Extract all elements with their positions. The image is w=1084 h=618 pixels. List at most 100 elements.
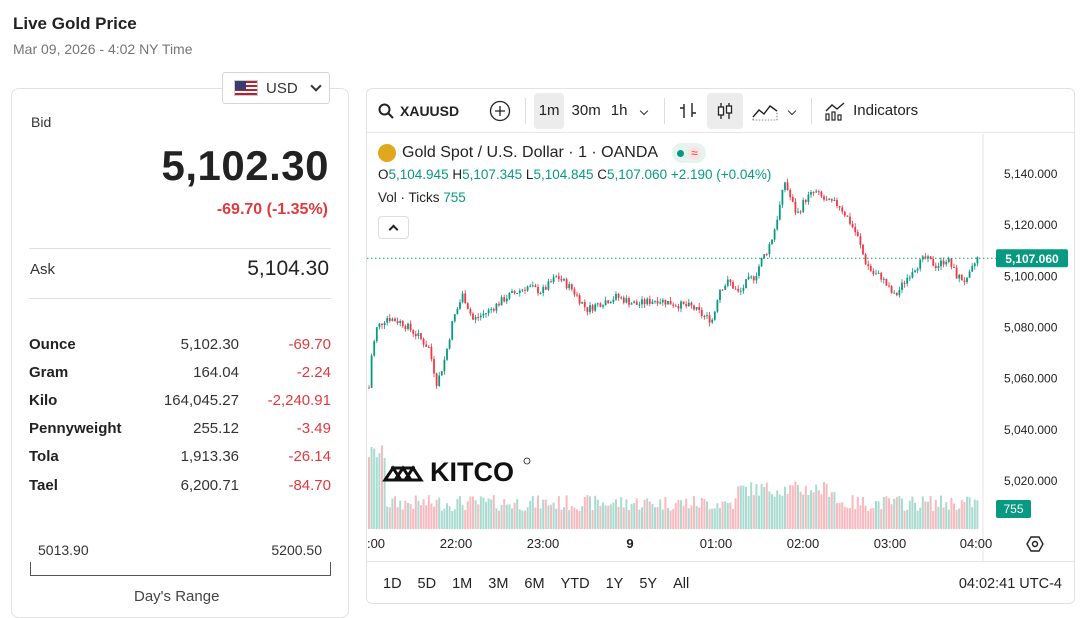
candle-body	[734, 288, 737, 290]
candle-body	[524, 289, 526, 291]
volume-bar	[409, 503, 412, 529]
range-1m[interactable]: 1M	[452, 575, 473, 592]
volume-bar	[799, 491, 802, 529]
candle-body	[394, 318, 396, 322]
candle-body	[555, 276, 558, 278]
volume-bar	[721, 501, 724, 529]
volume-bar	[430, 503, 433, 529]
volume-bar	[560, 509, 563, 529]
volume-bar	[643, 499, 646, 529]
candle-body	[849, 216, 851, 224]
candle-body	[875, 273, 877, 275]
candle-body	[690, 302, 693, 306]
candle-body	[378, 323, 381, 328]
x-tick-label: 03:00	[874, 536, 907, 551]
candles-chart-type-button[interactable]	[707, 92, 744, 129]
candle-body	[906, 277, 909, 284]
candle-body	[578, 295, 581, 304]
candle-body	[448, 339, 451, 349]
candle-body	[752, 276, 755, 281]
currency-select[interactable]: USD	[222, 72, 330, 104]
collapse-legend-button[interactable]	[378, 216, 409, 239]
candle-body	[420, 333, 422, 339]
volume-bar	[895, 497, 898, 529]
area-chart-type-button[interactable]	[749, 93, 781, 129]
volume-bar	[477, 504, 480, 529]
candle-body	[485, 313, 487, 315]
volume-bar	[901, 498, 903, 529]
volume-bar	[797, 484, 799, 529]
volume-bar	[778, 494, 781, 529]
range-6m[interactable]: 6M	[524, 575, 545, 592]
volume-bar	[547, 505, 550, 529]
candle-body	[477, 317, 480, 319]
candle-body	[700, 310, 703, 317]
range-ytd[interactable]: YTD	[560, 575, 590, 592]
y-tick-label: 5,020.000	[1004, 474, 1058, 488]
candle-body	[794, 201, 797, 213]
unit-price-table: Ounce 5,102.30 -69.70 Gram 164.04 -2.24 …	[29, 330, 331, 499]
interval-1h[interactable]: 1h	[610, 102, 628, 119]
volume-bar	[838, 503, 841, 529]
candle-body	[742, 288, 745, 291]
candle-body	[495, 303, 498, 311]
unit-change: -2,240.91	[267, 391, 331, 409]
unit-row-kilo: Kilo 164,045.27 -2,240.91	[29, 386, 331, 414]
interval-1m[interactable]: 1m	[534, 92, 565, 129]
volume-bar	[706, 501, 708, 529]
volume-bar	[711, 508, 714, 529]
volume-bar	[659, 499, 662, 529]
range-1y[interactable]: 1Y	[605, 575, 624, 592]
range-3m[interactable]: 3M	[488, 575, 509, 592]
volume-bar	[794, 481, 797, 529]
candle-body	[414, 333, 417, 337]
range-1d[interactable]: 1D	[383, 575, 402, 592]
volume-bar	[628, 509, 630, 529]
candle-body	[869, 265, 872, 271]
candle-body	[716, 300, 719, 312]
gear-icon	[1026, 536, 1044, 552]
symbol-search[interactable]: XAUUSD	[378, 103, 459, 119]
market-status-badge[interactable]: ≈	[672, 143, 706, 163]
volume-bar	[672, 509, 675, 529]
volume-bar	[578, 510, 581, 529]
range-5d[interactable]: 5D	[417, 575, 437, 592]
market-open-dot-icon	[677, 149, 685, 157]
range-5y[interactable]: 5Y	[639, 575, 658, 592]
candle-body	[388, 317, 391, 321]
volume-bar	[690, 505, 693, 529]
candle-body	[872, 270, 875, 275]
range-all[interactable]: All	[673, 575, 690, 592]
candle-body	[516, 292, 519, 294]
indicators-button[interactable]: Indicators	[820, 93, 922, 129]
volume-bar	[586, 495, 589, 529]
candle-body	[908, 277, 911, 279]
bar-chart-type-button[interactable]	[673, 93, 703, 129]
unit-name: Pennyweight	[29, 420, 122, 438]
compare-symbol-button[interactable]	[487, 93, 513, 129]
chart-type-menu-button[interactable]	[781, 93, 803, 129]
candle-body	[971, 266, 974, 272]
unit-price: 1,913.36	[180, 448, 239, 466]
volume-bar	[414, 495, 417, 529]
interval-menu-button[interactable]	[632, 93, 656, 129]
volume-bar	[929, 496, 932, 529]
chart-settings-icon[interactable]	[1026, 536, 1044, 552]
volume-bar	[448, 506, 451, 529]
ask-price: 5,104.30	[247, 257, 329, 280]
volume-bar	[565, 495, 568, 529]
candle-body	[526, 286, 529, 291]
candle-body	[880, 272, 883, 280]
candle-body	[425, 344, 428, 347]
volume-bar	[646, 498, 649, 529]
volume-bar	[903, 510, 906, 529]
volume-bar	[427, 495, 430, 529]
volume-bar	[893, 498, 896, 529]
price-chart[interactable]: 5,140.000 5,120.000 5,100.000 5,080.000 5,06…	[367, 134, 1075, 562]
candle-body	[589, 305, 591, 313]
chevron-down-icon	[639, 106, 649, 115]
candle-body	[399, 320, 402, 324]
volume-bar	[417, 500, 420, 529]
chart-clock[interactable]: 04:02:41 UTC-4	[958, 575, 1062, 592]
interval-30m[interactable]: 30m	[571, 102, 601, 119]
